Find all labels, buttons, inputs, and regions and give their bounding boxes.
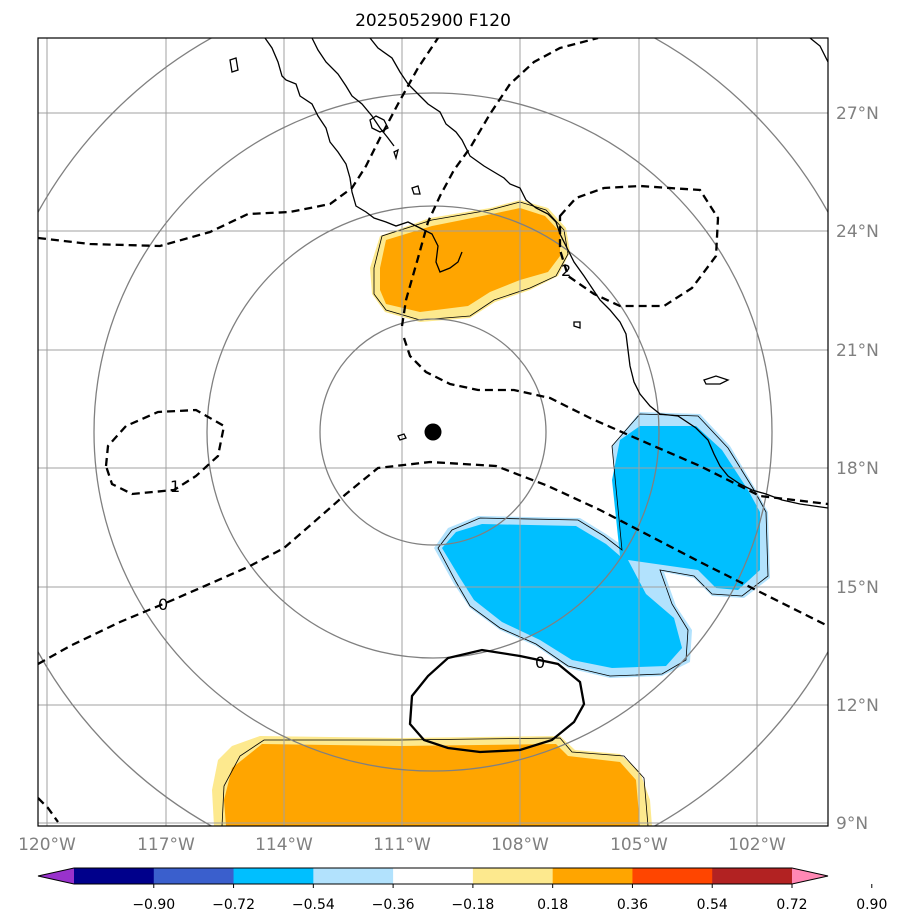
colorbar-cell [393, 868, 474, 884]
colorbar-tick-label: −0.18 [451, 897, 494, 913]
colorbar-cell [233, 868, 314, 884]
longitude-axis-labels: 120°W 117°W 114°W 111°W 108°W 105°W 102°… [18, 835, 786, 855]
contour-labels: 2 1 0 0 [158, 261, 571, 672]
colorbar-tick-label: −0.36 [372, 897, 415, 913]
contour-label-0-solid: 0 [535, 653, 545, 672]
map-area: 2 1 0 0 [38, 38, 828, 826]
colorbar-tick-label: −0.90 [132, 897, 175, 913]
colorbar-cell [552, 868, 633, 884]
solid-zero-contour [408, 648, 586, 754]
shading-outlines [221, 201, 769, 826]
lon-label: 117°W [137, 835, 195, 855]
latitude-axis-labels: 27°N 24°N 21°N 18°N 15°N 12°N 9°N [836, 104, 879, 834]
colorbar-cell [632, 868, 713, 884]
lon-label: 120°W [18, 835, 76, 855]
anomaly-shading [212, 200, 770, 826]
negative-anomaly [442, 426, 760, 668]
map-title: 2025052900 F120 [355, 11, 511, 31]
colorbar-tick-label: −0.72 [212, 897, 255, 913]
colorbar-outline [37, 867, 829, 885]
colorbar-cell [472, 868, 554, 884]
lat-label: 15°N [836, 578, 879, 598]
colorbar-cell [153, 868, 235, 884]
contour-label-2: 2 [561, 261, 571, 280]
colorbar-cell [74, 868, 155, 884]
colorbar-cell [313, 868, 394, 884]
map-frame [37, 37, 829, 827]
lat-label: 24°N [836, 222, 879, 242]
lon-label: 105°W [610, 835, 668, 855]
colorbar: −0.90 −0.72 −0.54 −0.36 −0.18 0.18 0.36 0.54 0.7… [37, 867, 887, 913]
lat-label: 9°N [836, 814, 868, 834]
contour-label-0-dashed: 0 [158, 595, 168, 614]
distance-rings [38, 38, 828, 826]
lat-label: 18°N [836, 459, 879, 479]
colorbar-cell [712, 868, 793, 884]
lat-label: 12°N [836, 696, 879, 716]
lat-label: 21°N [836, 341, 879, 361]
colorbar-extend-high [792, 868, 828, 884]
colorbar-extend-low [38, 868, 74, 884]
contour-label-1: 1 [170, 477, 180, 496]
lat-label: 27°N [836, 104, 879, 124]
colorbar-tick-label: 0.54 [697, 897, 728, 913]
storm-center-dot [424, 423, 442, 441]
lon-label: 111°W [373, 835, 431, 855]
colorbar-tick-label: 0.36 [617, 897, 648, 913]
dashed-contours [38, 38, 828, 823]
lat-lon-grid [38, 38, 828, 826]
colorbar-tick-label: 0.90 [856, 897, 887, 913]
positive-anomaly-south [224, 744, 640, 826]
lon-label: 108°W [491, 835, 549, 855]
colorbar-tick-label: 0.72 [776, 897, 807, 913]
lon-label: 102°W [728, 835, 786, 855]
colorbar-tick-label: −0.54 [292, 897, 335, 913]
colorbar-tick-label: 0.18 [537, 897, 568, 913]
lon-label: 114°W [255, 835, 313, 855]
